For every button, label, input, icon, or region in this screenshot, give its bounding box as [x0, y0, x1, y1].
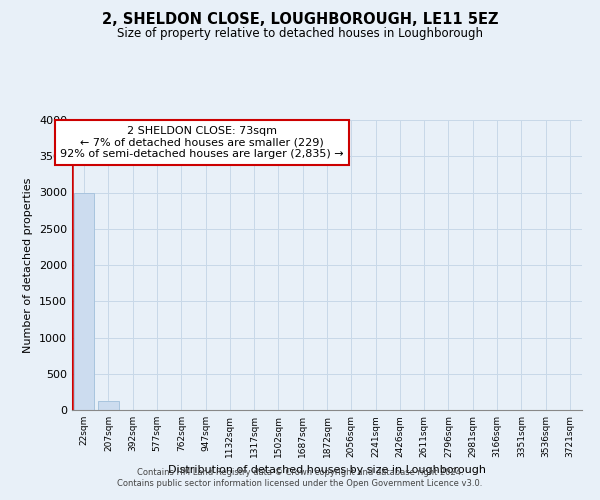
Text: Contains HM Land Registry data © Crown copyright and database right 2024.
Contai: Contains HM Land Registry data © Crown c…	[118, 468, 482, 487]
Bar	[98, 400, 119, 410]
Y-axis label: Number of detached properties: Number of detached properties	[23, 178, 34, 352]
X-axis label: Distribution of detached houses by size in Loughborough: Distribution of detached houses by size …	[168, 466, 486, 475]
Text: 2 SHELDON CLOSE: 73sqm
← 7% of detached houses are smaller (229)
92% of semi-det: 2 SHELDON CLOSE: 73sqm ← 7% of detached …	[60, 126, 344, 159]
Bar	[74, 192, 94, 410]
Text: 2, SHELDON CLOSE, LOUGHBOROUGH, LE11 5EZ: 2, SHELDON CLOSE, LOUGHBOROUGH, LE11 5EZ	[102, 12, 498, 28]
Text: Size of property relative to detached houses in Loughborough: Size of property relative to detached ho…	[117, 28, 483, 40]
